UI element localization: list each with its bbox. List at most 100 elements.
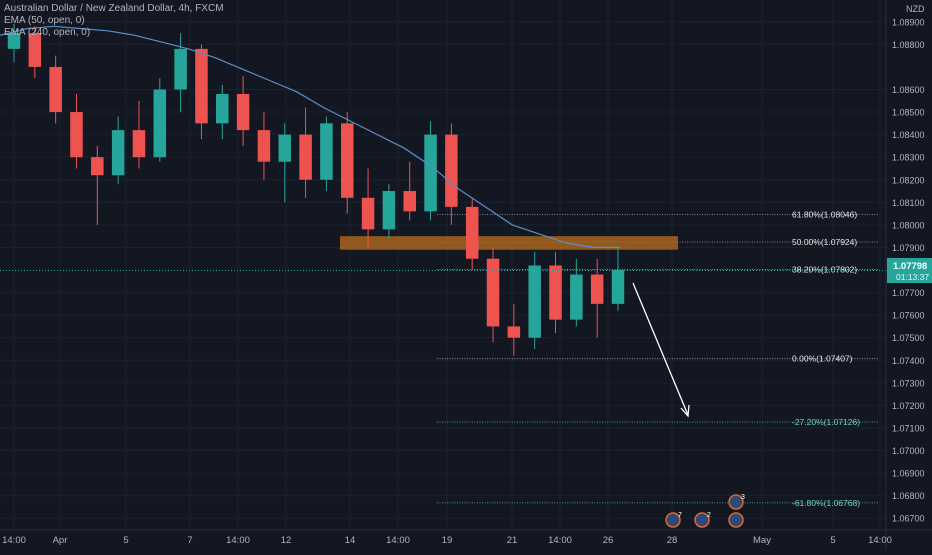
candle-body [216, 94, 229, 124]
candle-body [28, 33, 42, 67]
time-tick-label: 14:00 [2, 535, 26, 546]
event-badge-count: 7 [678, 512, 682, 519]
candle-body [299, 134, 312, 180]
time-tick-label: 14:00 [548, 535, 572, 546]
fib-label: 61.80%(1.08046) [792, 210, 857, 220]
chart-legend: Australian Dollar / New Zealand Dollar, … [4, 3, 224, 39]
candle-body [486, 258, 500, 327]
countdown-timer: 01:13:37 [896, 272, 929, 282]
event-badge-count: 3 [741, 494, 745, 501]
price-tick-label: 1.07600 [892, 311, 925, 321]
candle-body [91, 157, 104, 176]
time-tick-label: Apr [53, 535, 68, 546]
candle-body [403, 191, 416, 212]
candle-body [570, 274, 583, 320]
price-tick-label: 1.08100 [892, 198, 925, 208]
price-tick-label: 1.08800 [892, 40, 925, 50]
time-tick-label: 28 [667, 535, 678, 546]
price-tick-label: 1.07700 [892, 288, 925, 298]
fib-label: 38.20%(1.07802) [792, 265, 857, 275]
ema50-legend[interactable]: EMA (50, open, 0) [4, 15, 85, 26]
ema240-legend[interactable]: EMA (240, open, 0) [4, 27, 91, 38]
price-tick-label: 1.07900 [892, 243, 925, 253]
event-badge-icon[interactable] [665, 512, 681, 528]
price-tick-label: 1.08300 [892, 153, 925, 163]
price-tick-label: 1.06700 [892, 514, 925, 524]
price-tick-label: 1.08900 [892, 17, 925, 27]
candle-body [7, 33, 21, 49]
resistance-zone[interactable] [340, 236, 678, 250]
price-tick-label: 1.08600 [892, 85, 925, 95]
time-tick-label: 14:00 [226, 535, 250, 546]
price-tick-label: 1.07500 [892, 333, 925, 343]
candle-body [132, 130, 146, 158]
time-tick-label: 5 [123, 535, 128, 546]
fibonacci-levels: 61.80%(1.08046) 50.00%(1.07924) 38.20%(1.0… [437, 210, 878, 508]
candle-body [111, 130, 125, 176]
time-tick-label: 14 [345, 535, 356, 546]
time-tick-label: 19 [442, 535, 453, 546]
candle-body [611, 270, 625, 304]
current-price-value: 1.07798 [893, 261, 927, 272]
candle-body [153, 89, 167, 158]
candle-body [590, 274, 604, 304]
fib-label: 0.00%(1.07407) [792, 354, 853, 364]
candle-body [549, 265, 562, 320]
candle-body [507, 326, 521, 338]
price-tick-label: 1.08400 [892, 130, 925, 140]
event-badges[interactable]: 7 2 3 [665, 494, 745, 528]
candle-body [70, 112, 83, 158]
ema-line [0, 25, 620, 248]
candle-body [174, 48, 187, 90]
time-axis-bg [0, 530, 932, 550]
event-badge-icon[interactable] [728, 512, 744, 528]
time-axis[interactable]: 14:00 Apr 5 7 14:00 12 14 14:00 19 21 14:00 26 28 May… [2, 535, 892, 546]
price-tick-label: 1.08200 [892, 175, 925, 185]
time-tick-label: 7 [187, 535, 192, 546]
candle-body [528, 265, 541, 338]
price-tick-label: 1.08500 [892, 108, 925, 118]
currency-label: NZD [906, 4, 925, 14]
candle-body [424, 134, 437, 212]
price-tick-label: 1.06800 [892, 491, 925, 501]
fib-label: 50.00%(1.07924) [792, 237, 857, 247]
time-tick-label: 14:00 [386, 535, 410, 546]
fib-label: -27.20%(1.07126) [792, 417, 860, 427]
price-tick-label: 1.07400 [892, 356, 925, 366]
time-tick-label: 14:00 [868, 535, 892, 546]
price-tick-label: 1.06900 [892, 469, 925, 479]
time-tick-label: 26 [603, 535, 614, 546]
candle-body [340, 123, 354, 198]
current-price-tag: 1.07798 01:13:37 [887, 258, 932, 283]
price-tick-label: 1.07100 [892, 423, 925, 433]
candles [7, 24, 625, 356]
candle-body [361, 197, 375, 230]
time-tick-label: 5 [830, 535, 835, 546]
time-tick-label: 12 [281, 535, 292, 546]
candle-body [236, 94, 250, 131]
candle-body [278, 134, 292, 162]
candle-body [195, 48, 208, 124]
candle-body [49, 66, 62, 113]
fib-label: -61.80%(1.06768) [792, 498, 860, 508]
price-axis[interactable]: 1.08900 1.08800 1.08600 1.08500 1.08400 1.083… [892, 17, 925, 523]
candle-body [257, 130, 271, 162]
price-tick-label: 1.07200 [892, 401, 925, 411]
event-badge-icon[interactable] [694, 512, 710, 528]
candle-body [445, 134, 458, 207]
candle-body [382, 191, 396, 230]
time-tick-label: 21 [507, 535, 518, 546]
grid-lines [0, 0, 886, 530]
price-tick-label: 1.07000 [892, 446, 925, 456]
price-tick-label: 1.07300 [892, 378, 925, 388]
projection-arrow[interactable] [632, 282, 690, 418]
candle-body [320, 123, 333, 180]
time-tick-label: May [753, 535, 771, 546]
symbol-title[interactable]: Australian Dollar / New Zealand Dollar, … [4, 3, 224, 14]
event-badge-count: 2 [707, 512, 711, 519]
candle-body [465, 206, 479, 259]
event-badge-icon[interactable] [728, 494, 744, 510]
price-tick-label: 1.08000 [892, 220, 925, 230]
